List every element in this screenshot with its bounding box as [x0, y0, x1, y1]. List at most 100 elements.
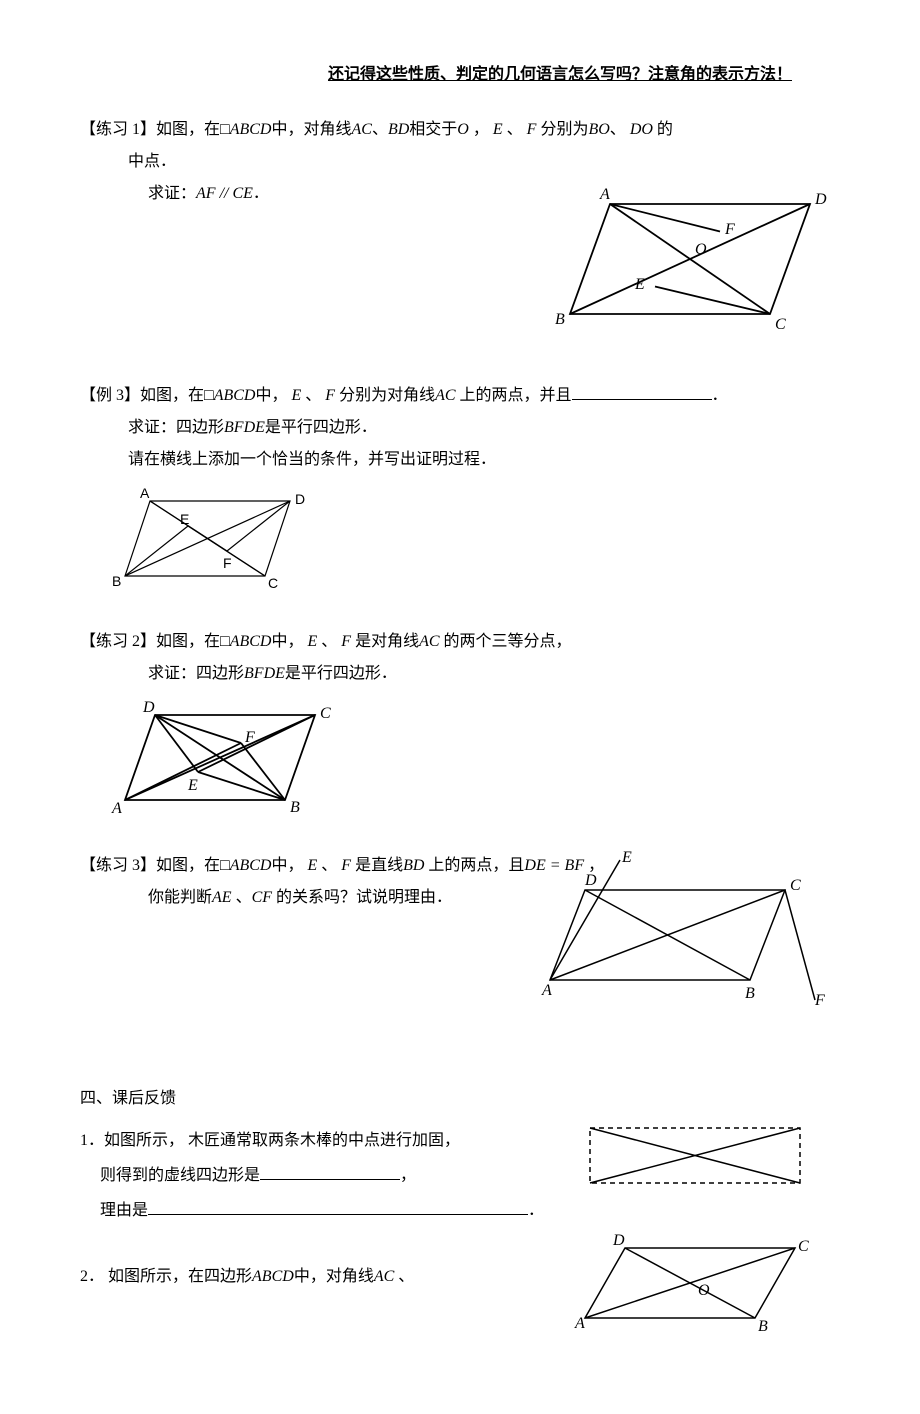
- t: E: [291, 387, 301, 404]
- lbl-A: A: [541, 982, 552, 999]
- section4-title: 四、课后反馈: [80, 1084, 840, 1108]
- lbl-B: B: [112, 573, 121, 589]
- t: ，: [469, 121, 493, 138]
- header-note: 还记得这些性质、判定的几何语言怎么写吗？注意角的表示方法！: [280, 60, 840, 84]
- problem-ex2: 【练习 2】如图，在□ABCD中， E 、 F 是对角线AC 的两个三等分点， …: [80, 626, 840, 820]
- t: BD: [403, 857, 424, 874]
- t: 相交于: [409, 121, 457, 138]
- t: 分别为: [536, 121, 588, 138]
- ex1-label: 【练习 1】: [80, 121, 156, 138]
- t: 你能判断: [148, 889, 212, 906]
- ex1-text: 【练习 1】如图，在□ABCD中，对角线AC、BD相交于O ， E 、 F 分别…: [80, 114, 840, 146]
- t: F: [341, 633, 351, 650]
- t: 如图，在□: [156, 121, 230, 138]
- lbl-D: D: [814, 191, 827, 208]
- ex3-figure: A B C D E F: [530, 850, 830, 1010]
- t: 是平行四边形．: [285, 665, 397, 682]
- t: 中，对角线: [271, 121, 351, 138]
- lbl-D: D: [142, 700, 155, 716]
- t: DO: [630, 121, 653, 138]
- t: 中，: [271, 857, 307, 874]
- ex1-figure: A D B C O E F: [540, 184, 840, 344]
- lbl-C: C: [775, 316, 786, 333]
- t: 分别为对角线: [335, 387, 435, 404]
- t: 是平行四边形．: [265, 419, 377, 436]
- lbl-F: F: [814, 992, 825, 1009]
- ex1-line2: 中点．: [80, 146, 840, 178]
- t: 的: [653, 121, 673, 138]
- eg3-prove: 求证：四边形BFDE是平行四边形．: [80, 412, 840, 444]
- t: 如图，在□: [140, 387, 214, 404]
- lbl-C: C: [798, 1238, 809, 1255]
- t: 、: [232, 889, 252, 906]
- ex3-label: 【练习 3】: [80, 857, 156, 874]
- t: 中，对角线: [294, 1268, 374, 1285]
- q1-figure: [570, 1113, 830, 1203]
- lbl-D: D: [295, 491, 305, 507]
- t: 如图所示，在四边形: [108, 1268, 252, 1285]
- lbl-A: A: [140, 486, 150, 501]
- eg3-line1: 【例 3】如图，在□ABCD中， E 、 F 分别为对角线AC 上的两点，并且．: [80, 380, 840, 412]
- t: ABCD: [214, 387, 256, 404]
- lbl-O: O: [695, 241, 707, 258]
- blank-q1a: [260, 1164, 400, 1180]
- t: 中，: [255, 387, 291, 404]
- t: 上的两点，并且: [456, 387, 572, 404]
- lbl-A: A: [599, 186, 610, 203]
- t: ABCD: [230, 633, 272, 650]
- problem-ex3: 【练习 3】如图，在□ABCD中， E 、 F 是直线BD 上的两点，且DE =…: [80, 850, 840, 1054]
- ex2-label: 【练习 2】: [80, 633, 156, 650]
- t: E: [307, 633, 317, 650]
- t: 求证：四边形: [148, 665, 244, 682]
- t: 如图所示， 木匠通常取两条木棒的中点进行加固，: [104, 1132, 460, 1149]
- q2-num: 2．: [80, 1268, 108, 1285]
- t: F: [325, 387, 335, 404]
- lbl-D: D: [612, 1233, 625, 1249]
- t: ．: [712, 387, 728, 404]
- ex2-line1: 【练习 2】如图，在□ABCD中， E 、 F 是对角线AC 的两个三等分点，: [80, 626, 840, 658]
- t: AF: [196, 185, 216, 202]
- t: 则得到的虚线四边形是: [100, 1167, 260, 1184]
- t: AC: [419, 633, 439, 650]
- t: ．: [528, 1202, 544, 1219]
- t: AE: [212, 889, 232, 906]
- t: ABCD: [252, 1268, 294, 1285]
- t: CF: [252, 889, 272, 906]
- lbl-E: E: [621, 850, 632, 866]
- t: 理由是: [100, 1202, 148, 1219]
- t: 是对角线: [351, 633, 419, 650]
- t: F: [527, 121, 537, 138]
- t: 中，: [271, 633, 307, 650]
- t: 、: [394, 1268, 414, 1285]
- t: 的两个三等分点，: [440, 633, 572, 650]
- eg3-label: 【例 3】: [80, 387, 140, 404]
- blank-q1b: [148, 1199, 528, 1215]
- t: //: [216, 185, 233, 202]
- lbl-F: F: [223, 555, 232, 571]
- lbl-F: F: [724, 221, 735, 238]
- t: BO: [588, 121, 609, 138]
- t: E: [493, 121, 503, 138]
- t: 、: [301, 387, 325, 404]
- t: 求证：四边形: [128, 419, 224, 436]
- t: E: [307, 857, 317, 874]
- eg3-line3: 请在横线上添加一个恰当的条件，并写出证明过程．: [80, 444, 840, 476]
- t: O: [457, 121, 469, 138]
- lbl-A: A: [111, 800, 122, 817]
- q2: 2． 如图所示，在四边形ABCD中，对角线AC 、: [80, 1259, 840, 1344]
- eg3-figure: A D B C E F: [110, 486, 840, 596]
- q1-num: 1．: [80, 1132, 104, 1149]
- t: BFDE: [224, 419, 265, 436]
- t: 、: [610, 121, 630, 138]
- t: 如图，在□: [156, 633, 230, 650]
- t: AC: [351, 121, 371, 138]
- t: 、: [317, 857, 341, 874]
- problem-ex1: 【练习 1】如图，在□ABCD中，对角线AC、BD相交于O ， E 、 F 分别…: [80, 114, 840, 350]
- t: BFDE: [244, 665, 285, 682]
- q2-line: 2． 如图所示，在四边形ABCD中，对角线AC 、: [80, 1259, 840, 1294]
- t: 上的两点，且: [424, 857, 524, 874]
- t: BD: [388, 121, 409, 138]
- t: 、: [372, 121, 388, 138]
- t: 、: [503, 121, 527, 138]
- q1: 1．如图所示， 木匠通常取两条木棒的中点进行加固， 则得到的虚线四边形是， 理由…: [80, 1123, 840, 1229]
